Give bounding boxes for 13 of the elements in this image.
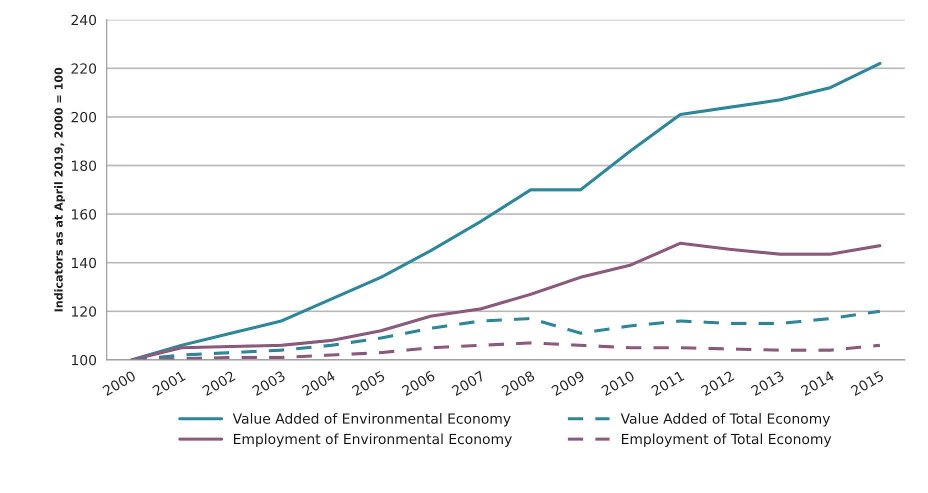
legend-label: Employment of Total Economy [622,433,832,447]
legend-label: Employment of Environmental Economy [234,433,512,447]
y-tick-label: 200 [72,112,96,122]
y-tick-label: 140 [72,258,96,268]
legend-label: Value Added of Total Economy [620,413,830,427]
legend-label: Value Added of Environmental Economy [232,413,511,427]
y-axis-title: Indicators as at April 2019, 2000 = 100 [54,68,65,312]
y-tick-label: 160 [72,209,96,220]
y-tick-label: 240 [72,14,96,26]
y-tick-label: 120 [72,306,96,317]
y-tick-label: 180 [72,160,96,171]
y-tick-label: 220 [72,63,96,74]
y-tick-label: 100 [72,354,96,366]
